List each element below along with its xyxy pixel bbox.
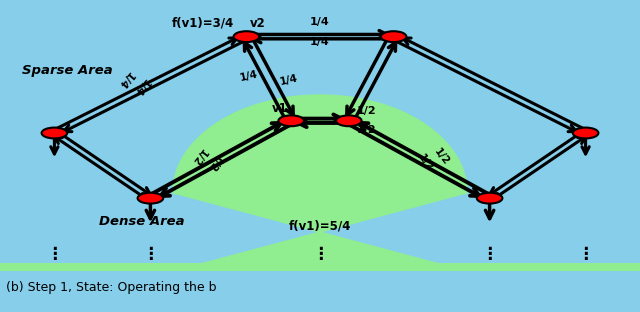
Text: 1/4: 1/4 [278, 73, 298, 87]
Circle shape [234, 31, 259, 42]
Text: 1/2: 1/2 [432, 146, 451, 167]
Text: Dense Area: Dense Area [99, 215, 185, 228]
Text: 1/4: 1/4 [131, 76, 150, 96]
Text: 1/2: 1/2 [416, 153, 435, 173]
Circle shape [573, 128, 598, 139]
Bar [0, 263, 640, 271]
Text: 1/4: 1/4 [239, 69, 259, 83]
Polygon shape [173, 95, 467, 271]
Text: ⋮: ⋮ [46, 245, 63, 263]
Text: v1: v1 [272, 102, 288, 115]
Circle shape [336, 115, 362, 126]
Circle shape [278, 115, 304, 126]
Text: 1/2: 1/2 [356, 106, 376, 116]
Text: f(v1)=5/4: f(v1)=5/4 [289, 220, 351, 233]
Text: 1/2: 1/2 [356, 125, 376, 135]
Text: 1/4: 1/4 [115, 69, 134, 90]
Circle shape [477, 193, 502, 203]
Circle shape [381, 31, 406, 42]
Text: ⋮: ⋮ [142, 245, 159, 263]
Circle shape [138, 193, 163, 203]
Text: ⋮: ⋮ [481, 245, 498, 263]
Text: v2: v2 [250, 17, 266, 30]
Text: Sparse Area: Sparse Area [22, 64, 113, 77]
Text: ⋮: ⋮ [577, 245, 594, 263]
Text: f(v1)=3/4: f(v1)=3/4 [172, 17, 234, 30]
Text: 1/2: 1/2 [189, 146, 208, 167]
Circle shape [42, 128, 67, 139]
Text: (b) Step 1, State: Operating the b: (b) Step 1, State: Operating the b [6, 281, 217, 294]
Text: ⋮: ⋮ [312, 245, 328, 263]
Text: 1/4: 1/4 [310, 17, 330, 27]
Text: 1/2: 1/2 [205, 153, 224, 173]
Text: 1/4: 1/4 [310, 37, 330, 47]
